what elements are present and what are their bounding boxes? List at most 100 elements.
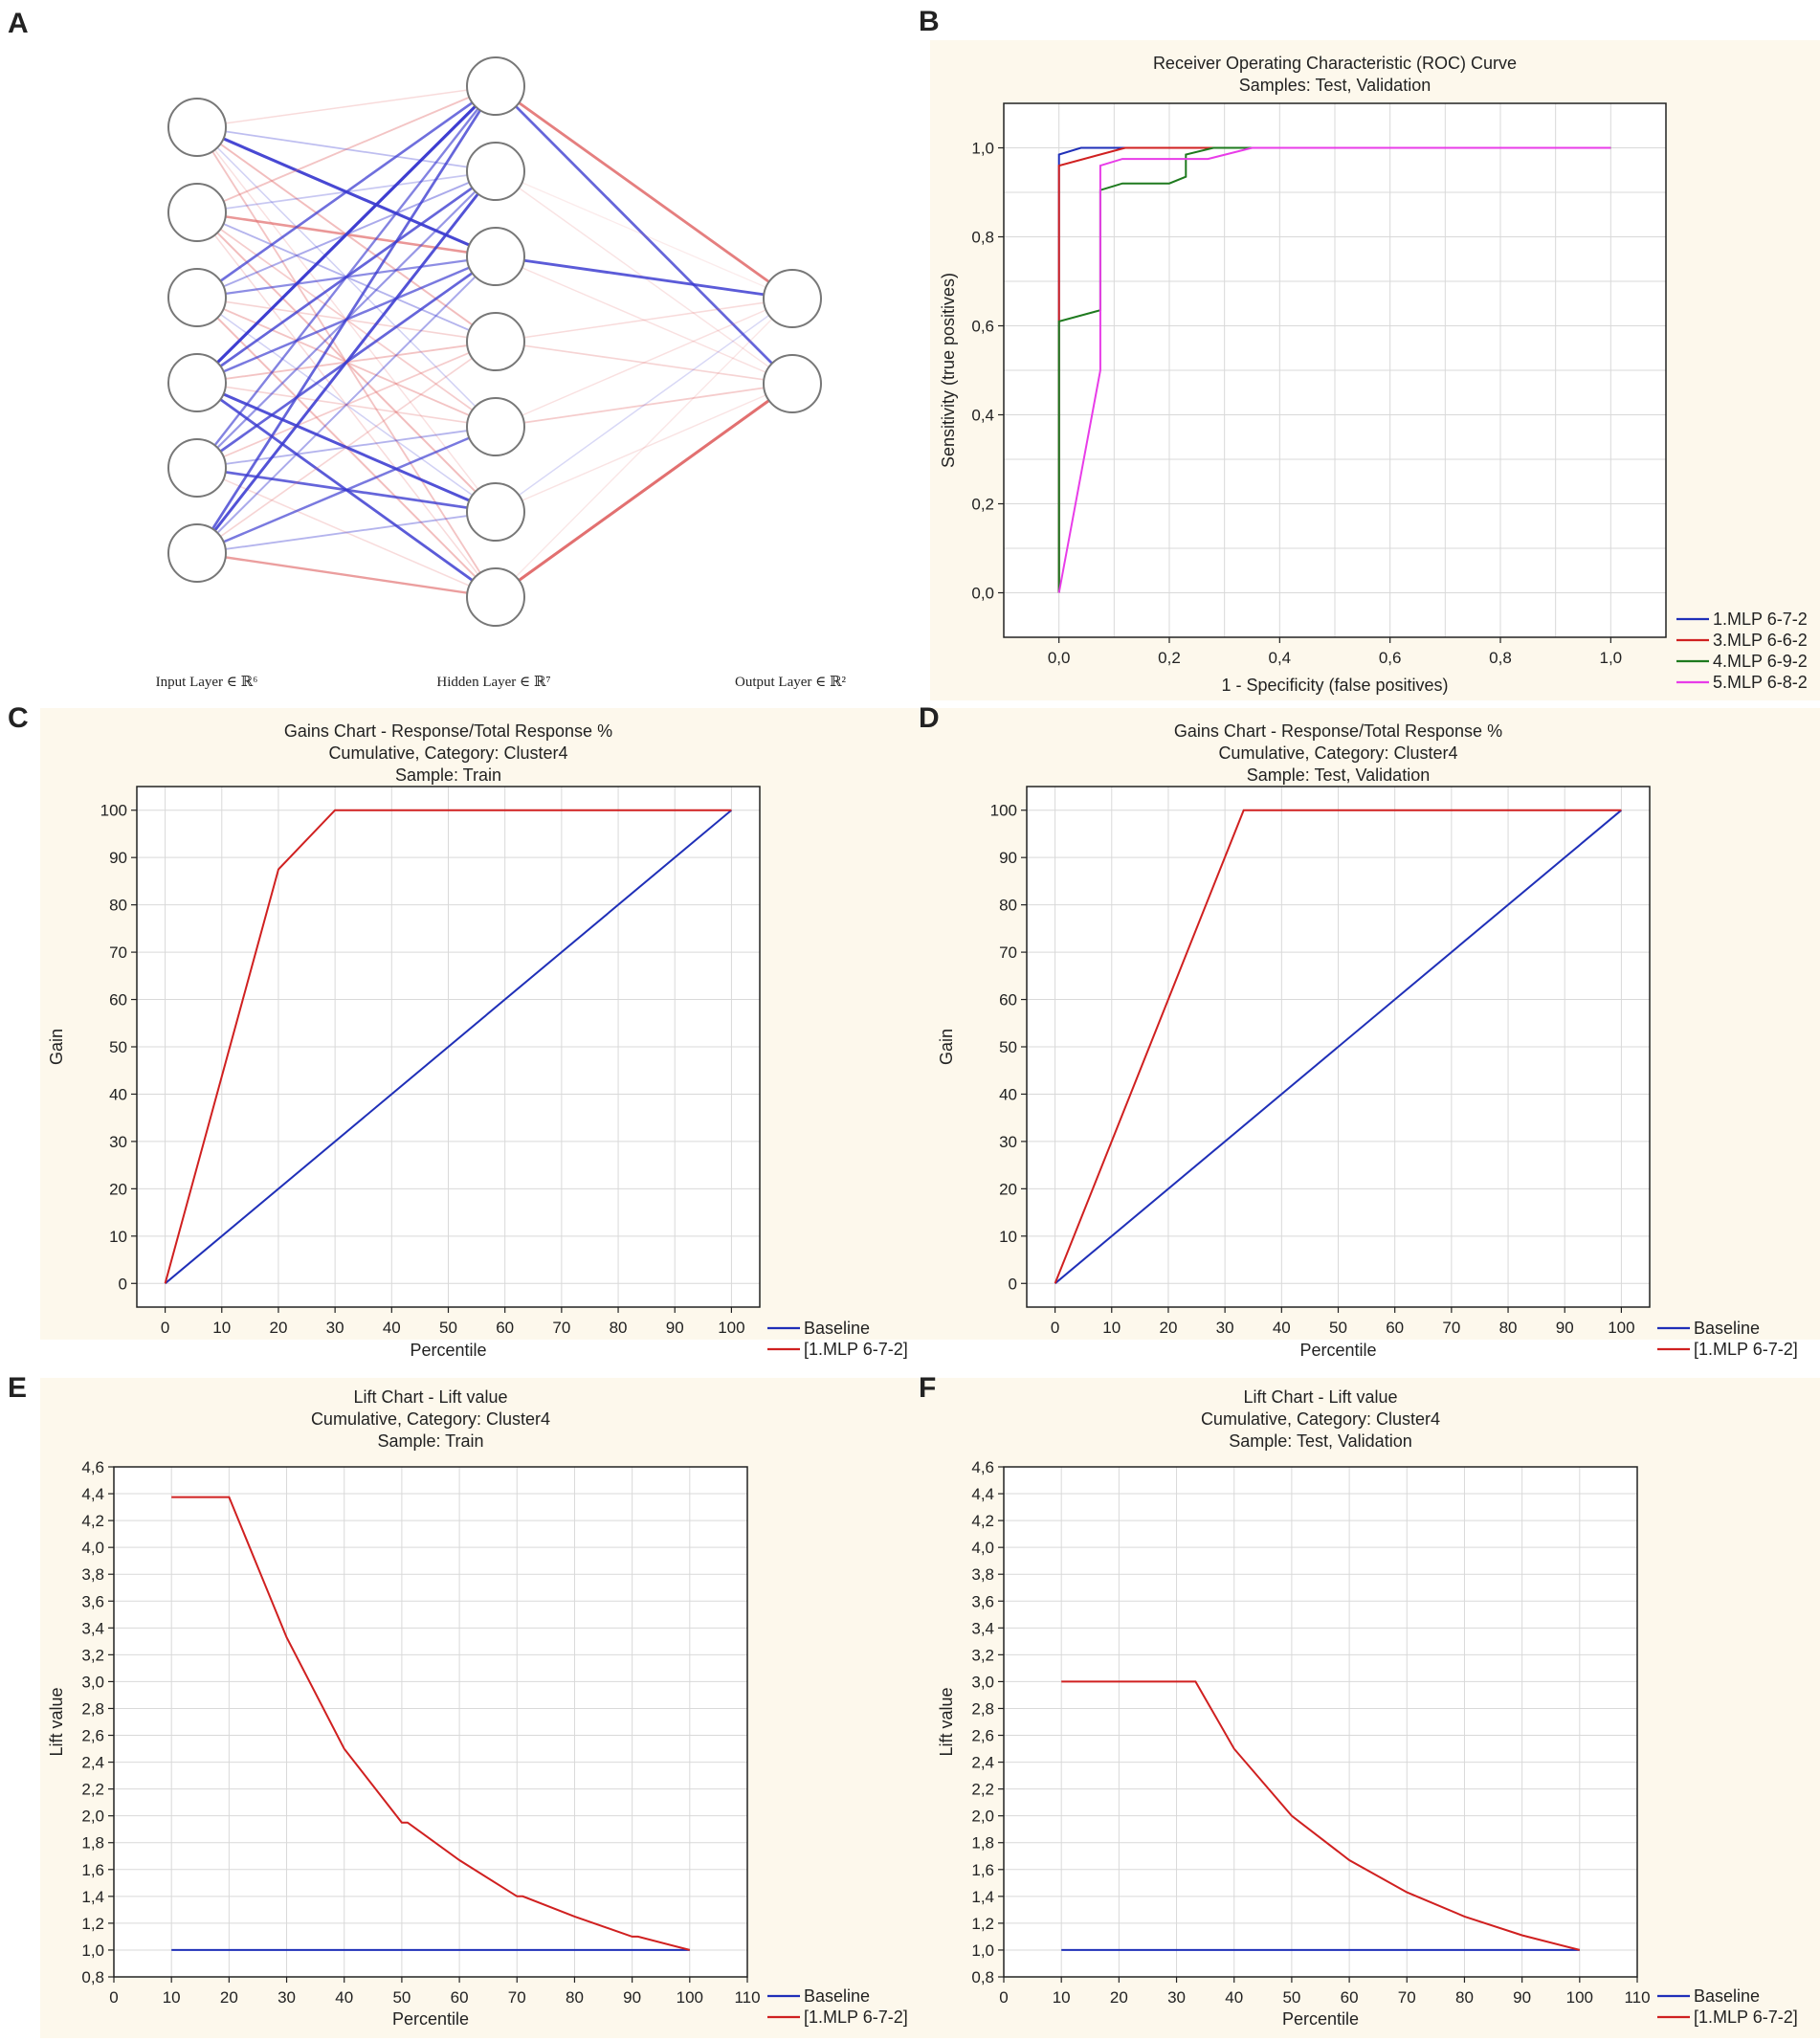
weight-input-5-hidden-5	[196, 426, 497, 469]
weight-hidden-3-output-1	[495, 255, 793, 300]
lift-test-y-tick-label: 4,2	[971, 1512, 994, 1530]
panel-letter-b: B	[919, 6, 940, 37]
gains-test-y-tick-label: 20	[999, 1180, 1017, 1198]
weight-hidden-7-output-1	[495, 298, 793, 598]
weight-input-6-hidden-5	[196, 425, 497, 555]
gains-test-y-tick-label: 10	[999, 1228, 1017, 1246]
panel-letter-e: E	[8, 1372, 27, 1404]
network-nodes	[167, 56, 822, 627]
lift-test-y-tick-label: 4,4	[971, 1485, 994, 1503]
lift-train-y-tick-label: 2,6	[81, 1727, 104, 1745]
gains-test-x-tick-label: 20	[1159, 1319, 1177, 1337]
gains-test-title-line-2: Cumulative, Category: Cluster4	[1218, 743, 1457, 763]
hidden-node-4	[466, 312, 525, 371]
gains-test-x-tick-label: 10	[1102, 1319, 1121, 1337]
gains-train-x-tick-label: 50	[439, 1319, 457, 1337]
lift-test-x-tick-label: 60	[1341, 1988, 1359, 2007]
weight-input-4-hidden-1	[195, 84, 498, 385]
lift-train-x-tick-label: 70	[508, 1988, 526, 2007]
gains-train-y-axis-label: Gain	[47, 1029, 66, 1065]
gains-test-y-tick-label: 0	[1009, 1275, 1017, 1293]
roc-title-line-2: Samples: Test, Validation	[1239, 76, 1431, 95]
lift-test-title-line-3: Sample: Test, Validation	[1229, 1431, 1411, 1451]
lift-test-y-tick-label: 0,8	[971, 1968, 994, 1986]
roc-plot-frame	[1003, 102, 1667, 638]
lift-train-y-axis-label: Lift value	[47, 1687, 66, 1756]
gains-test-series-line-1-mlp-6-7-2	[1054, 809, 1622, 1284]
gains-train-y-tick-label: 0	[119, 1275, 127, 1293]
gains-train-x-tick-label: 30	[326, 1319, 344, 1337]
lift-train-y-tick-label: 4,4	[81, 1485, 104, 1503]
lift-train-y-tick-label: 1,2	[81, 1915, 104, 1933]
lift-test-y-tick-label: 3,8	[971, 1565, 994, 1584]
network-connections	[195, 84, 793, 599]
gains-test-y-tick-label: 90	[999, 849, 1017, 867]
gains-test-legend-label-1: Baseline	[1694, 1319, 1760, 1338]
weight-input-1-hidden-1	[196, 85, 497, 128]
gains-train-x-tick-label: 0	[161, 1319, 169, 1337]
gains-train-y-tick-label: 100	[100, 802, 127, 820]
gains-test-y-tick-label: 40	[999, 1085, 1017, 1103]
hidden-node-6	[466, 482, 525, 542]
gains-test-title-line-3: Sample: Test, Validation	[1247, 765, 1430, 785]
roc-x-axis-label: 1 - Specificity (false positives)	[1221, 676, 1448, 695]
lift-train-x-tick-label: 30	[277, 1988, 296, 2007]
weight-input-5-hidden-4	[196, 341, 497, 469]
gains-train-series-line-1-mlp-6-7-2	[164, 809, 732, 1284]
roc-legend-label-4: 5.MLP 6-8-2	[1713, 673, 1808, 692]
lift-train-y-tick-label: 2,4	[81, 1754, 104, 1772]
roc-y-tick-label: 0,0	[971, 585, 994, 603]
lift-test-y-tick-label: 2,6	[971, 1727, 994, 1745]
lift-test-x-tick-label: 90	[1513, 1988, 1531, 2007]
roc-x-tick-label: 0,8	[1489, 649, 1512, 667]
lift-test-x-tick-label: 70	[1398, 1988, 1416, 2007]
lift-test-x-tick-label: 40	[1225, 1988, 1243, 2007]
weight-hidden-7-output-2	[495, 382, 793, 599]
gains-chart-train: Gains Chart - Response/Total Response %C…	[47, 721, 908, 1360]
lift-train-title-line-1: Lift Chart - Lift value	[353, 1387, 507, 1407]
weight-input-2-hidden-1	[196, 85, 497, 213]
input-node-3	[167, 268, 227, 327]
gains-test-x-tick-label: 40	[1273, 1319, 1291, 1337]
gains-train-x-tick-label: 20	[269, 1319, 287, 1337]
lift-test-x-axis-label: Percentile	[1282, 2009, 1359, 2029]
lift-train-y-tick-label: 0,8	[81, 1968, 104, 1986]
gains-test-x-axis-label: Percentile	[1299, 1341, 1376, 1360]
lift-train-y-tick-label: 4,6	[81, 1458, 104, 1476]
gains-test-x-tick-label: 70	[1442, 1319, 1460, 1337]
gains-train-x-tick-label: 90	[666, 1319, 684, 1337]
input-node-4	[167, 353, 227, 412]
weight-hidden-4-output-2	[495, 341, 793, 385]
lift-train-x-axis-label: Percentile	[392, 2009, 469, 2029]
lift-train-title-line-2: Cumulative, Category: Cluster4	[311, 1409, 550, 1429]
weight-input-6-hidden-7	[196, 551, 497, 599]
weight-input-2-hidden-7	[196, 211, 497, 598]
gains-test-y-axis-label: Gain	[937, 1029, 956, 1065]
gains-test-x-tick-label: 30	[1216, 1319, 1234, 1337]
weight-hidden-1-output-1	[495, 84, 793, 300]
gains-test-series-line-baseline	[1054, 809, 1623, 1285]
lift-train-x-tick-label: 110	[734, 1988, 760, 2007]
weight-hidden-3-output-2	[495, 255, 793, 385]
roc-title-line-1: Receiver Operating Characteristic (ROC) …	[1153, 54, 1517, 73]
weight-input-6-hidden-6	[196, 511, 497, 554]
lift-test-y-tick-label: 2,2	[971, 1781, 994, 1799]
hidden-node-5	[466, 397, 525, 456]
lift-train-y-tick-label: 3,4	[81, 1619, 104, 1637]
lift-train-legend-label-1: Baseline	[804, 1986, 870, 2006]
lift-test-y-tick-label: 2,8	[971, 1699, 994, 1718]
lift-train-y-tick-label: 2,2	[81, 1781, 104, 1799]
gains-train-y-tick-label: 20	[109, 1180, 127, 1198]
weight-input-4-hidden-5	[196, 382, 497, 428]
panel-letter-a: A	[8, 8, 29, 39]
lift-test-legend-label-1: Baseline	[1694, 1986, 1760, 2006]
roc-x-tick-label: 0,0	[1048, 649, 1071, 667]
lift-test-y-tick-label: 1,0	[971, 1941, 994, 1960]
gains-train-y-tick-label: 60	[109, 991, 127, 1009]
roc-series-line-5-mlp-6-8-2	[1057, 146, 1611, 593]
gains-test-x-tick-label: 90	[1556, 1319, 1574, 1337]
panel-letter-f: F	[919, 1372, 936, 1404]
gains-train-title-line-2: Cumulative, Category: Cluster4	[328, 743, 567, 763]
lift-train-plot-area	[114, 1467, 747, 1977]
output-layer-label: Output Layer ∈ ℝ²	[735, 675, 846, 690]
